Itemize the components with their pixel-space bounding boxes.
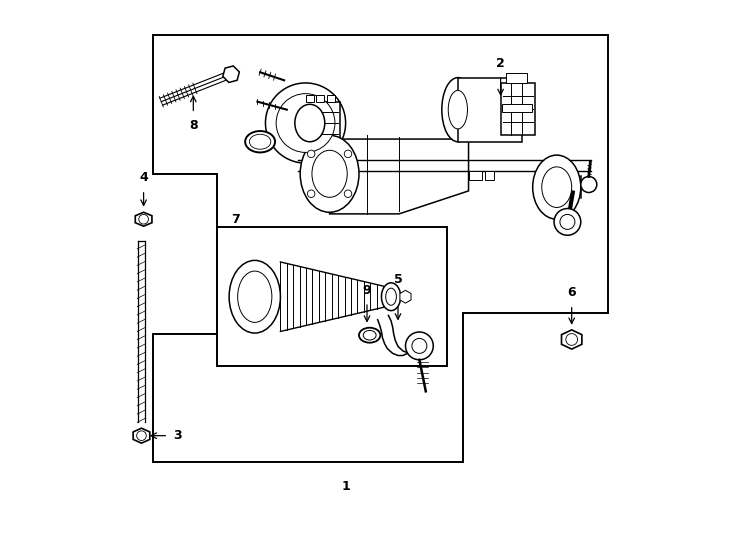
Polygon shape (153, 35, 608, 462)
Ellipse shape (533, 155, 581, 219)
Ellipse shape (250, 134, 271, 149)
Circle shape (266, 83, 346, 163)
Bar (468, 171, 482, 180)
Polygon shape (223, 66, 239, 83)
Text: 8: 8 (189, 119, 197, 132)
Ellipse shape (442, 78, 474, 141)
Text: 4: 4 (139, 172, 148, 185)
Bar (501, 83, 535, 136)
Ellipse shape (312, 150, 347, 197)
Bar (217, 227, 447, 366)
Polygon shape (562, 330, 582, 349)
Circle shape (581, 177, 597, 192)
Text: 3: 3 (173, 429, 182, 442)
Text: 1: 1 (341, 480, 350, 493)
Circle shape (139, 214, 148, 224)
Circle shape (405, 332, 433, 360)
Polygon shape (330, 136, 468, 214)
Bar (316, 95, 324, 102)
Ellipse shape (295, 104, 324, 141)
Circle shape (276, 93, 335, 152)
Ellipse shape (229, 260, 280, 333)
Bar (305, 95, 313, 102)
Ellipse shape (300, 136, 359, 212)
Ellipse shape (238, 271, 272, 322)
Text: 9: 9 (363, 284, 371, 296)
Bar (297, 102, 341, 144)
Ellipse shape (382, 283, 401, 310)
Polygon shape (133, 428, 150, 443)
Ellipse shape (385, 288, 396, 305)
Polygon shape (400, 291, 411, 303)
Circle shape (554, 208, 581, 235)
Ellipse shape (542, 167, 572, 207)
Bar (458, 78, 522, 141)
Text: 2: 2 (496, 57, 505, 70)
Text: 5: 5 (393, 273, 402, 286)
Circle shape (308, 190, 315, 198)
Bar (484, 171, 494, 180)
Ellipse shape (363, 330, 376, 340)
Polygon shape (135, 212, 152, 226)
Circle shape (344, 150, 352, 158)
Ellipse shape (245, 131, 275, 152)
Circle shape (566, 334, 578, 346)
Circle shape (560, 214, 575, 230)
Bar (502, 104, 531, 112)
Ellipse shape (359, 328, 380, 343)
Circle shape (344, 190, 352, 198)
Circle shape (412, 339, 427, 353)
Circle shape (137, 431, 146, 441)
Ellipse shape (448, 90, 468, 129)
Text: 7: 7 (230, 213, 239, 226)
Circle shape (308, 150, 315, 158)
Bar (327, 95, 335, 102)
Bar (506, 73, 527, 83)
Text: 6: 6 (567, 286, 576, 299)
